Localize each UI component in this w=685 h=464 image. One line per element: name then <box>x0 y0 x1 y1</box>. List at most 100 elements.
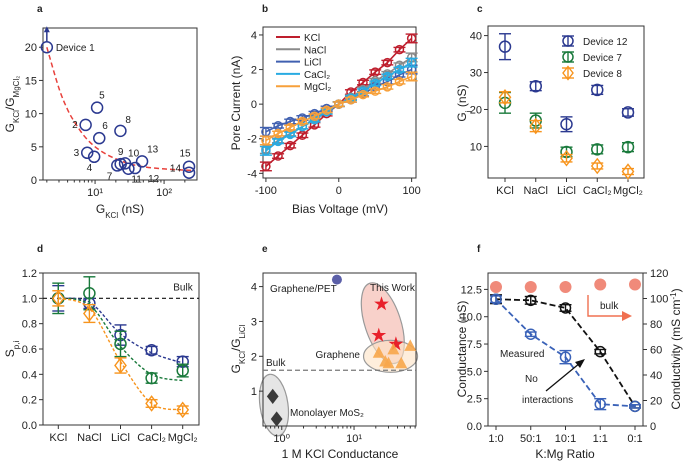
data-point <box>404 339 417 351</box>
y-axis-label-part: /G <box>3 97 17 110</box>
y-tick-label: 100 <box>650 294 668 306</box>
data-point <box>594 278 607 291</box>
point-label: 8 <box>125 115 131 126</box>
y-tick-label: 0.6 <box>22 344 37 356</box>
x-axis-label-part: G <box>96 202 105 216</box>
y-tick-label: 0 <box>31 175 37 187</box>
legend-label: LiCl <box>304 58 321 69</box>
x-tick-label: 0 <box>336 185 342 197</box>
x-tick-label: MgCl₂ <box>168 432 198 444</box>
y-tick-label: 10 <box>470 141 482 153</box>
y-axis-label-part: KCl <box>238 351 247 364</box>
x-tick-label: 0:1 <box>627 433 642 445</box>
x-tick-label: KCl <box>496 185 514 197</box>
data-point <box>261 135 271 146</box>
y-axis-label: Pore Current (nA) <box>229 56 243 151</box>
legend-marker <box>562 35 574 47</box>
data-point <box>285 140 295 151</box>
y-tick-label: 10 <box>25 109 37 121</box>
panel-letter: c <box>477 4 483 15</box>
data-point <box>525 328 537 340</box>
group-label: Monolayer MoS₂ <box>290 408 364 419</box>
legend-label: Device 7 <box>583 53 622 64</box>
data-point <box>591 143 604 156</box>
data-point <box>145 371 158 385</box>
y-axis-label-right-part: Conductivity (mS cm <box>669 300 683 410</box>
x-tick-label: CaCl₂ <box>137 432 166 444</box>
y-axis-label-part: Pore Current (nA) <box>229 56 243 151</box>
y-axis-label: Sp,i <box>3 341 21 358</box>
y-tick-label: 7.5 <box>467 339 482 351</box>
legend-label: CaCl₂ <box>304 70 330 81</box>
data-point <box>382 82 393 92</box>
data-point <box>145 395 158 412</box>
y-tick-label: 10.0 <box>461 312 482 324</box>
y-tick-label: 0.0 <box>467 421 482 433</box>
no-interactions-label: interactions <box>522 395 573 406</box>
panel-letter: f <box>477 244 481 255</box>
x-tick-label: LiCl <box>111 432 130 444</box>
y-tick-label: 0.2 <box>22 395 37 407</box>
y-tick-label: 15 <box>25 75 37 87</box>
x-tick-label: 10⁰ <box>273 433 290 445</box>
x-tick-label: NaCl <box>77 432 101 444</box>
data-point <box>93 131 106 145</box>
point-label: 14 <box>170 164 182 175</box>
data-point <box>621 163 635 180</box>
data-point <box>382 57 393 68</box>
x-axis-label-part: 1 M KCl Conductance <box>282 447 399 461</box>
group-label: Graphene/PET <box>270 284 337 295</box>
y-axis-label-part: KCl <box>12 110 21 123</box>
legend-label: Device 8 <box>583 69 622 80</box>
point-label: 13 <box>147 144 159 155</box>
x-tick-label: 10¹ <box>87 187 103 199</box>
data-point <box>629 400 641 413</box>
x-tick-label: NaCl <box>524 185 548 197</box>
data-point <box>122 162 135 175</box>
data-point <box>525 294 537 307</box>
data-point <box>406 71 417 82</box>
y-axis-label-part: LiCl <box>238 324 247 338</box>
panel-letter: a <box>37 4 43 15</box>
y-axis-label-part: MgCl₂ <box>12 76 21 98</box>
data-point <box>309 111 320 122</box>
x-tick-label: 1:1 <box>593 433 608 445</box>
data-point <box>346 95 356 105</box>
data-point <box>370 86 380 96</box>
a-plot-frame <box>42 27 198 181</box>
y-axis-label: Gi (nS) <box>455 84 473 121</box>
point-label: 5 <box>99 91 105 102</box>
legend-marker <box>562 65 574 81</box>
data-point <box>387 342 400 355</box>
bulk-label: Bulk <box>266 358 286 369</box>
x-axis-label: K:Mg Ratio <box>535 447 595 461</box>
panel-letter: d <box>37 244 43 255</box>
point-label: 4 <box>87 163 93 174</box>
b-plot-frame <box>262 26 417 179</box>
data-point <box>621 140 635 154</box>
legend-label: KCl <box>304 33 320 44</box>
x-tick-label: MgCl₂ <box>613 185 643 197</box>
data-point <box>594 345 606 358</box>
data-point <box>114 124 127 138</box>
data-point <box>498 40 512 53</box>
y-axis-label-part: G <box>229 364 243 373</box>
data-point <box>273 128 283 139</box>
data-point <box>529 79 542 93</box>
x-tick-label: -100 <box>255 185 277 197</box>
data-point <box>559 281 572 294</box>
data-point <box>490 281 502 294</box>
x-tick-label: 10:1 <box>555 433 576 445</box>
y-tick-label: 0.4 <box>22 369 37 381</box>
y-tick-label: 3 <box>251 316 257 328</box>
point-label: 10 <box>128 148 140 159</box>
x-axis-label: GKCl (nS) <box>96 202 144 220</box>
arrow-right-icon <box>622 311 632 321</box>
y-tick-label: 120 <box>650 268 668 280</box>
data-point <box>529 117 543 135</box>
data-point <box>261 146 271 156</box>
y-tick-label: 1 <box>251 386 257 398</box>
data-point <box>382 71 393 82</box>
group-label: This Work <box>370 283 416 294</box>
